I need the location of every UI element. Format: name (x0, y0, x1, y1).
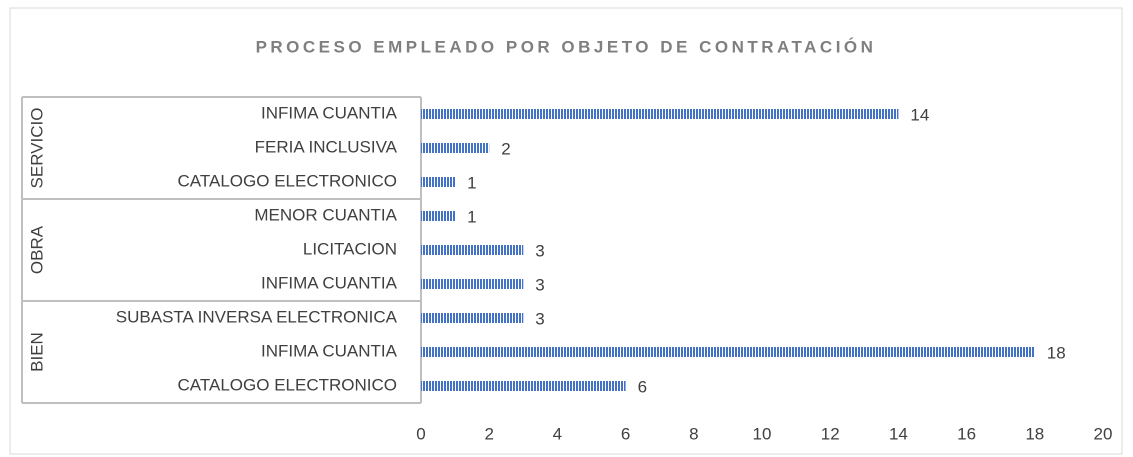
group-label: OBRA (27, 225, 46, 274)
bar (421, 313, 524, 323)
value-label: 18 (1047, 343, 1066, 362)
x-tick-label: 4 (553, 424, 562, 443)
group-label: SERVICIO (27, 108, 46, 189)
bar (421, 143, 490, 153)
x-tick-label: 16 (957, 424, 976, 443)
value-label: 3 (535, 309, 544, 328)
value-label: 3 (535, 241, 544, 260)
x-tick-label: 6 (621, 424, 630, 443)
y-tick-label: INFIMA CUANTIA (261, 341, 398, 360)
y-tick-label: INFIMA CUANTIA (261, 103, 398, 122)
y-tick-label: CATALOGO ELECTRONICO (178, 375, 397, 394)
bar (421, 177, 456, 187)
value-label: 1 (467, 173, 476, 192)
x-tick-label: 10 (753, 424, 772, 443)
x-tick-label: 20 (1094, 424, 1113, 443)
bar (421, 109, 899, 119)
bar (421, 279, 524, 289)
group-label: BIEN (27, 332, 46, 372)
x-tick-label: 0 (416, 424, 425, 443)
bar (421, 211, 456, 221)
value-label: 2 (501, 139, 510, 158)
y-tick-label: LICITACION (303, 239, 397, 258)
chart-title: PROCESO EMPLEADO POR OBJETO DE CONTRATAC… (256, 37, 877, 56)
bar (421, 347, 1035, 357)
value-label: 1 (467, 207, 476, 226)
x-tick-label: 12 (821, 424, 840, 443)
y-tick-label: INFIMA CUANTIA (261, 273, 398, 292)
bar (421, 245, 524, 255)
x-tick-label: 18 (1025, 424, 1044, 443)
value-label: 14 (910, 105, 929, 124)
y-tick-label: FERIA INCLUSIVA (255, 137, 398, 156)
chart-border (9, 7, 1123, 455)
y-tick-label: MENOR CUANTIA (254, 205, 397, 224)
value-label: 3 (535, 275, 544, 294)
y-tick-label: SUBASTA INVERSA ELECTRONICA (116, 307, 398, 326)
y-tick-label: CATALOGO ELECTRONICO (178, 171, 397, 190)
bar (421, 381, 626, 391)
value-label: 6 (638, 377, 647, 396)
x-tick-label: 2 (484, 424, 493, 443)
x-tick-label: 8 (689, 424, 698, 443)
x-tick-label: 14 (889, 424, 908, 443)
